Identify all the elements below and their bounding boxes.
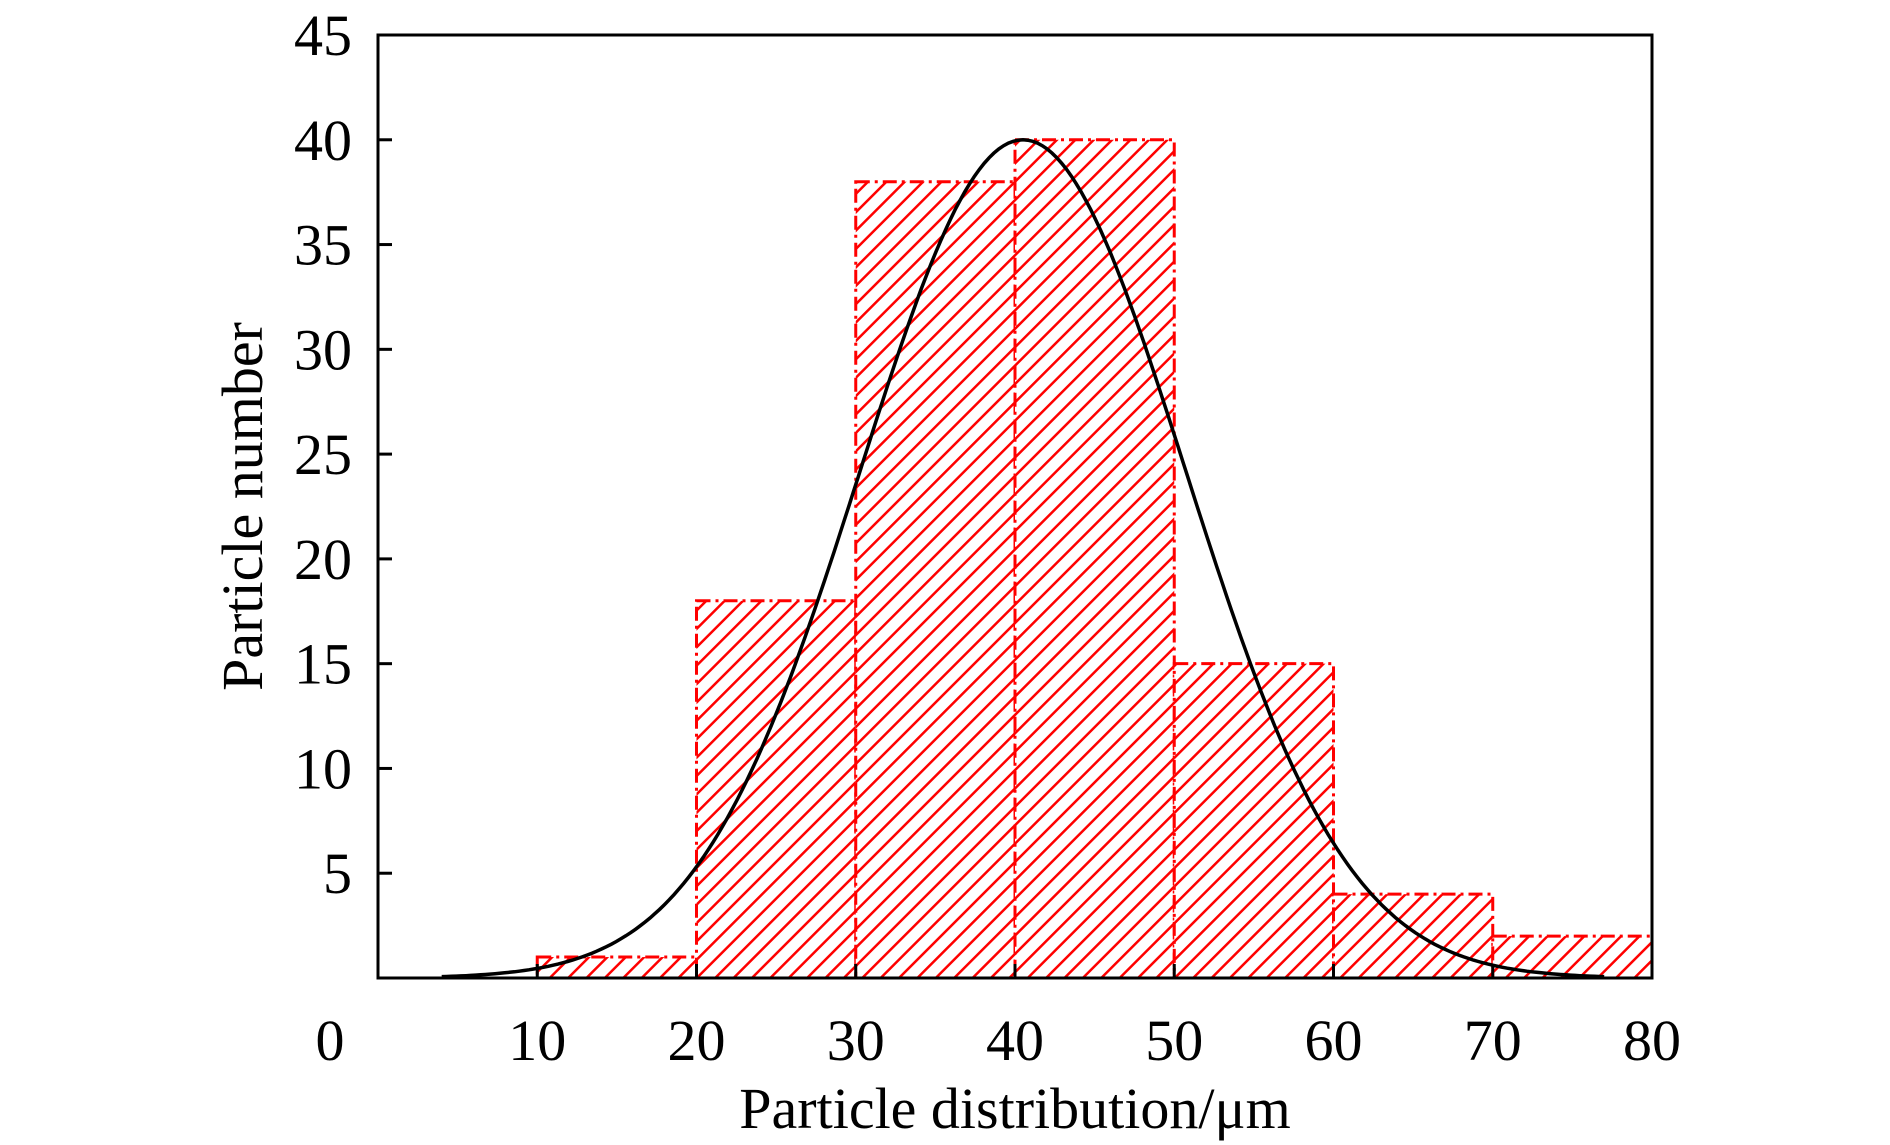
y-tick-label: 40 [294, 108, 352, 173]
x-tick-label: 70 [1464, 1008, 1522, 1073]
x-axis-label: Particle distribution/μm [739, 1076, 1290, 1141]
x-tick-label: 10 [508, 1008, 566, 1073]
y-tick-label: 5 [323, 841, 352, 906]
bars-group [535, 138, 1654, 980]
x-tick-labels: 0 10 20 30 40 50 60 70 80 [316, 1008, 1682, 1073]
histogram-bar-70-80 [1491, 934, 1654, 980]
histogram-bar-40-50 [1013, 138, 1176, 980]
histogram-bar-30-40 [854, 180, 1017, 980]
y-tick-label: 15 [294, 632, 352, 697]
x-tick-label: 80 [1623, 1008, 1681, 1073]
y-tick-label: 10 [294, 736, 352, 801]
y-axis-label: Particle number [210, 322, 275, 691]
histogram-bar-20-30 [695, 599, 858, 980]
histogram-bar-60-70 [1332, 892, 1495, 980]
x-tick-label: 20 [668, 1008, 726, 1073]
y-tick-label: 20 [294, 527, 352, 592]
y-tick-label: 45 [294, 3, 352, 68]
y-tick-label: 35 [294, 213, 352, 278]
axis-ticks [376, 33, 1654, 978]
x-tick-label: 50 [1145, 1008, 1203, 1073]
gaussian-fit-curve [441, 138, 1605, 979]
histogram-bar-50-60 [1172, 662, 1335, 980]
x-tick-label: 60 [1305, 1008, 1363, 1073]
y-tick-label: 30 [294, 317, 352, 382]
y-tick-label: 25 [294, 422, 352, 487]
x-tick-label: 40 [986, 1008, 1044, 1073]
histogram-bar-10-20 [535, 955, 698, 980]
x-tick-label: 0 [316, 1008, 345, 1073]
y-tick-labels: 5 10 15 20 25 30 35 40 45 [294, 3, 352, 906]
x-tick-label: 30 [827, 1008, 885, 1073]
